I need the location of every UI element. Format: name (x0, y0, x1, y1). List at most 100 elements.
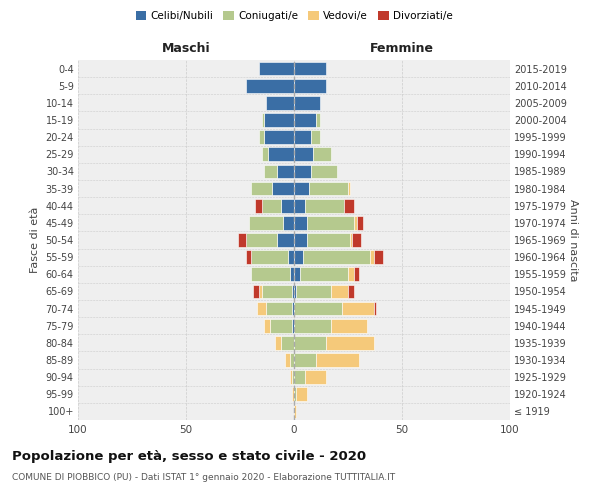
Bar (356, 216, 363, 230)
Bar (259, 130, 264, 144)
Bar (307, 233, 350, 247)
Bar (238, 233, 247, 247)
Bar (302, 250, 370, 264)
Bar (251, 268, 290, 281)
Bar (374, 302, 376, 316)
Bar (370, 250, 374, 264)
Bar (305, 370, 326, 384)
Bar (264, 164, 277, 178)
Bar (292, 302, 294, 316)
Bar (294, 62, 326, 76)
Bar (264, 113, 294, 127)
Bar (309, 182, 348, 196)
Bar (247, 79, 294, 92)
Bar (290, 268, 294, 281)
Bar (286, 353, 290, 367)
Bar (294, 148, 313, 161)
Bar (305, 199, 344, 212)
Bar (294, 388, 296, 401)
Bar (255, 199, 262, 212)
Bar (355, 268, 359, 281)
Bar (307, 216, 355, 230)
Y-axis label: Anni di nascita: Anni di nascita (568, 198, 578, 281)
Bar (331, 284, 348, 298)
Bar (251, 250, 287, 264)
Bar (341, 302, 374, 316)
Bar (294, 370, 305, 384)
Bar (294, 113, 316, 127)
Bar (326, 336, 374, 349)
Text: Popolazione per età, sesso e stato civile - 2020: Popolazione per età, sesso e stato civil… (12, 450, 366, 463)
Bar (344, 199, 355, 212)
Bar (313, 148, 331, 161)
Bar (292, 370, 294, 384)
Bar (294, 199, 305, 212)
Bar (348, 268, 355, 281)
Text: COMUNE DI PIOBBICO (PU) - Dati ISTAT 1° gennaio 2020 - Elaborazione TUTTITALIA.I: COMUNE DI PIOBBICO (PU) - Dati ISTAT 1° … (12, 472, 395, 482)
Bar (355, 216, 356, 230)
Bar (348, 284, 355, 298)
Bar (287, 250, 294, 264)
Bar (292, 388, 294, 401)
Bar (294, 96, 320, 110)
Bar (262, 284, 292, 298)
Bar (264, 130, 294, 144)
Bar (266, 96, 294, 110)
Bar (259, 62, 294, 76)
Legend: Celibi/Nubili, Coniugati/e, Vedovi/e, Divorziati/e: Celibi/Nubili, Coniugati/e, Vedovi/e, Di… (133, 8, 455, 24)
Bar (264, 319, 270, 332)
Y-axis label: Fasce di età: Fasce di età (30, 207, 40, 273)
Bar (277, 233, 294, 247)
Bar (262, 199, 281, 212)
Bar (294, 353, 316, 367)
Bar (296, 388, 307, 401)
Bar (257, 302, 266, 316)
Bar (316, 113, 320, 127)
Bar (294, 216, 307, 230)
Bar (294, 284, 296, 298)
Bar (294, 233, 307, 247)
Bar (294, 164, 311, 178)
Bar (270, 319, 292, 332)
Bar (262, 148, 268, 161)
Text: Maschi: Maschi (161, 42, 211, 55)
Bar (294, 404, 296, 418)
Bar (290, 370, 292, 384)
Bar (311, 164, 337, 178)
Bar (331, 319, 367, 332)
Bar (262, 113, 264, 127)
Bar (272, 182, 294, 196)
Bar (294, 268, 301, 281)
Text: Femmine: Femmine (370, 42, 434, 55)
Bar (294, 250, 302, 264)
Bar (350, 233, 352, 247)
Bar (253, 284, 259, 298)
Bar (374, 250, 383, 264)
Bar (281, 199, 294, 212)
Bar (277, 164, 294, 178)
Bar (247, 250, 251, 264)
Bar (348, 182, 350, 196)
Bar (296, 284, 331, 298)
Bar (294, 182, 309, 196)
Bar (294, 302, 341, 316)
Bar (247, 233, 277, 247)
Bar (290, 353, 294, 367)
Bar (248, 216, 283, 230)
Bar (294, 336, 326, 349)
Bar (292, 319, 294, 332)
Bar (311, 130, 320, 144)
Bar (275, 336, 281, 349)
Bar (294, 319, 331, 332)
Bar (316, 353, 359, 367)
Bar (294, 130, 311, 144)
Bar (251, 182, 272, 196)
Bar (281, 336, 294, 349)
Bar (294, 79, 326, 92)
Bar (352, 233, 361, 247)
Bar (292, 284, 294, 298)
Bar (283, 216, 294, 230)
Bar (266, 302, 292, 316)
Bar (268, 148, 294, 161)
Bar (259, 284, 262, 298)
